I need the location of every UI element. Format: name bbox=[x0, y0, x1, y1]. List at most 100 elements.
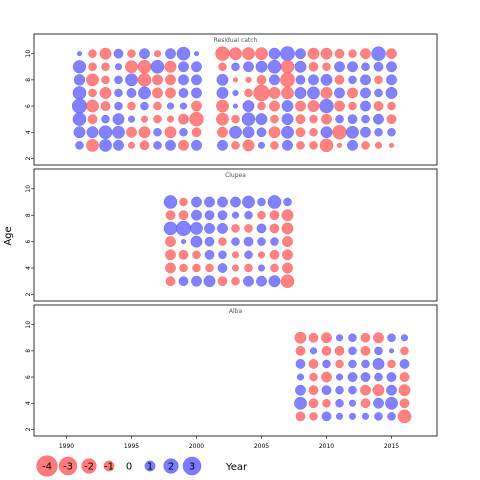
panel-title: Clupea bbox=[225, 172, 246, 179]
y-tick-label: 8 bbox=[25, 349, 32, 353]
bubble-point bbox=[255, 60, 268, 73]
y-tick-label: 4 bbox=[25, 130, 32, 134]
bubble-point bbox=[308, 385, 319, 395]
bubble-point bbox=[244, 250, 253, 259]
bubble-point bbox=[387, 101, 396, 111]
bubble-point bbox=[360, 346, 371, 356]
bubble-point bbox=[281, 209, 294, 222]
bubble-point bbox=[165, 236, 176, 247]
bubble-point bbox=[244, 88, 253, 98]
bubble-point bbox=[127, 49, 136, 58]
bubble-point bbox=[282, 249, 293, 261]
bubble-point bbox=[217, 126, 228, 138]
bubble-point bbox=[181, 239, 186, 245]
bubble-point bbox=[218, 62, 227, 71]
bubble-point bbox=[321, 411, 332, 422]
bubble-point bbox=[216, 112, 229, 126]
bubble-point bbox=[253, 84, 270, 102]
bubble-point bbox=[167, 102, 174, 110]
bubble-point bbox=[321, 346, 332, 356]
bubble-point bbox=[321, 332, 332, 344]
bubble-point bbox=[242, 195, 255, 209]
bubble-point bbox=[386, 114, 397, 124]
bubble-point bbox=[114, 75, 123, 85]
bubble-point bbox=[361, 114, 370, 124]
bubble-point bbox=[204, 223, 215, 234]
bubble-point bbox=[179, 197, 188, 207]
bubble-point bbox=[349, 412, 356, 420]
bubble-point bbox=[310, 347, 317, 355]
legend-label: 3 bbox=[189, 462, 195, 473]
bubble-point bbox=[231, 141, 240, 150]
bubble-point bbox=[86, 73, 99, 87]
bubble-point bbox=[309, 141, 318, 150]
bubble-point bbox=[347, 61, 358, 73]
legend: -4 -3 -2 -1 0 1 2 3 bbox=[36, 455, 202, 477]
bubble-point bbox=[337, 142, 342, 148]
bubble-point bbox=[389, 142, 394, 148]
bubble-point bbox=[386, 74, 397, 86]
legend-label: -2 bbox=[84, 462, 94, 473]
bubble-point bbox=[178, 74, 189, 86]
bubble-point bbox=[295, 100, 306, 112]
bubble-point bbox=[398, 384, 411, 396]
bubble-point bbox=[86, 139, 99, 152]
bubble-point bbox=[256, 223, 267, 234]
bubble-point bbox=[232, 211, 239, 219]
bubble-point bbox=[114, 101, 123, 111]
bubble-point bbox=[335, 399, 344, 408]
bubble-point bbox=[217, 140, 228, 151]
bubble-point bbox=[128, 141, 135, 149]
bubble-point bbox=[153, 128, 162, 137]
bubble-point bbox=[233, 77, 238, 83]
panel-frame bbox=[33, 168, 438, 302]
bubble-point bbox=[360, 100, 371, 112]
bubble-point bbox=[191, 127, 202, 138]
bubble-point bbox=[321, 371, 332, 383]
bubble-point bbox=[88, 62, 97, 71]
panel-frame bbox=[33, 304, 438, 437]
bubble-point bbox=[217, 263, 228, 273]
bubble-point bbox=[269, 74, 280, 86]
bubble-point bbox=[232, 251, 239, 259]
bubble-point bbox=[295, 127, 306, 138]
bubble-point bbox=[270, 141, 279, 150]
bubble-point bbox=[268, 87, 281, 99]
y-axis-label: Age bbox=[3, 226, 14, 245]
bubble-point bbox=[231, 62, 240, 71]
panel-alba: Alba 2 4 6 8 10 bbox=[25, 304, 438, 437]
bubble-point bbox=[178, 61, 189, 73]
bubble-point bbox=[178, 276, 189, 287]
bubble-point bbox=[256, 127, 267, 138]
y-tick-label: 6 bbox=[25, 104, 32, 108]
bubble-point bbox=[308, 61, 319, 72]
bubble-point bbox=[204, 236, 215, 247]
bubble-point bbox=[191, 61, 202, 73]
bubble-point bbox=[99, 139, 112, 152]
bubble-point bbox=[281, 222, 294, 235]
bubble-point bbox=[165, 74, 176, 86]
bubble-point bbox=[125, 60, 138, 74]
bubble-point bbox=[113, 140, 124, 151]
bubble-point bbox=[335, 359, 344, 369]
bubble-point bbox=[126, 126, 137, 138]
bubble-point bbox=[242, 47, 255, 60]
bubble-point bbox=[165, 262, 176, 274]
bubble-point bbox=[307, 86, 320, 100]
bubble-point bbox=[386, 48, 397, 60]
bubble-point bbox=[399, 398, 410, 409]
bubble-point bbox=[269, 210, 280, 221]
bubble-point bbox=[100, 101, 111, 111]
bubble-point bbox=[114, 88, 123, 98]
panel-frame bbox=[33, 33, 438, 166]
bubble-point bbox=[308, 74, 319, 86]
bubble-point bbox=[87, 114, 98, 124]
bubble-point bbox=[281, 86, 294, 100]
x-axis: 1990 1995 2000 2005 2010 2015 bbox=[59, 436, 399, 450]
y-tick-label: 8 bbox=[25, 213, 32, 217]
bubble-point bbox=[72, 60, 87, 74]
bubble-point bbox=[178, 140, 189, 151]
bubble-point bbox=[152, 74, 163, 86]
bubble-point bbox=[192, 263, 201, 273]
bubble-point bbox=[282, 262, 293, 274]
